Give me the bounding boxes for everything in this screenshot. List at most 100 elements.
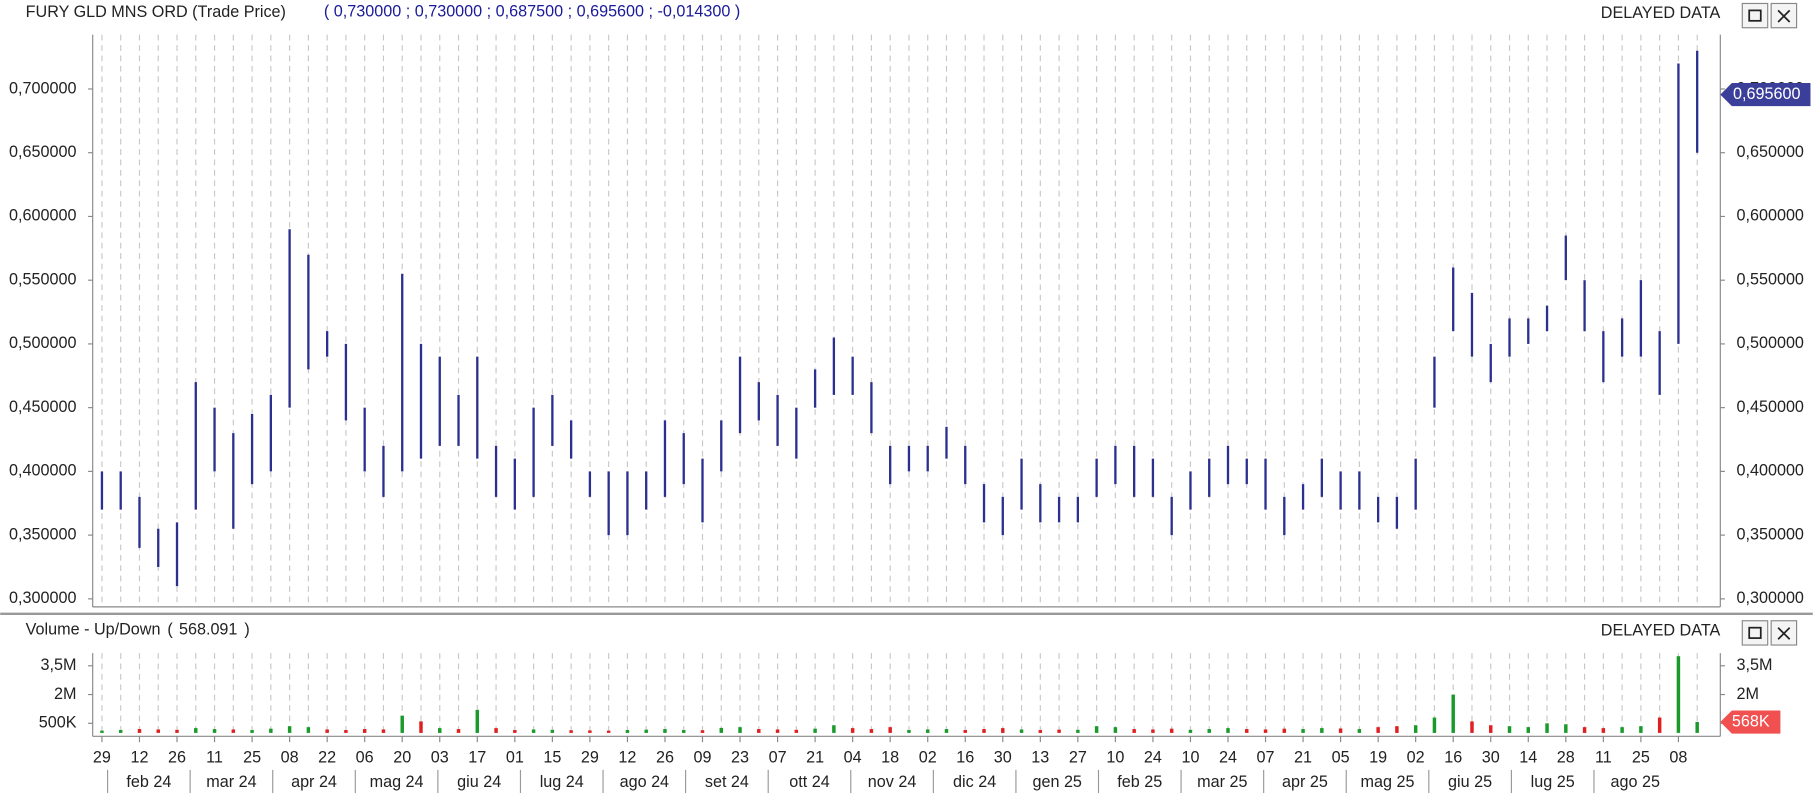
volume-bar [1507,726,1512,733]
status: DELAYED DATA [1601,621,1721,639]
volume-bar [1132,729,1136,733]
volume-bar [1564,724,1568,733]
volume-bar [1601,728,1606,733]
x-month-label: mar 24 [206,773,256,791]
x-day-label: 25 [243,749,261,767]
x-day-label: 10 [1106,749,1124,767]
volume-bar [1338,728,1343,733]
y-tick-label: 0,400000 [9,462,76,480]
volume-last-close: ) [244,620,249,638]
maximize-icon [1748,626,1762,639]
volume-bar [137,729,142,733]
x-day-label: 30 [1482,749,1500,767]
x-month-label: lug 25 [1531,773,1575,791]
x-month-label: lug 24 [540,773,584,791]
volume-bar [700,730,705,733]
volume-bar [1395,726,1399,733]
x-day-label: 29 [581,749,599,767]
x-day-label: 23 [731,749,749,767]
volume-bar [1695,722,1699,733]
volume-bar [1019,729,1024,733]
volume-bar [269,728,273,733]
y-tick-label: 0,450000 [9,398,76,416]
y-tick-label: 0,650000 [1736,143,1803,161]
volume-bar [550,729,555,733]
quote-value: 0,730000 [334,3,401,21]
volume-bar [1282,728,1287,733]
last-volume-tag [1720,710,1781,734]
y-tick-label: 0,400000 [1736,462,1803,480]
volume-bar [494,728,498,733]
x-day-label: 12 [130,749,148,767]
x-day-label: 25 [1632,749,1650,767]
y-tick-label: 0,600000 [9,207,76,225]
volume-bar [1113,727,1118,733]
x-day-label: 22 [318,749,336,767]
x-day-label: 21 [806,749,824,767]
volume-bar [438,728,442,733]
x-day-label: 15 [543,749,561,767]
x-day-label: 18 [881,749,899,767]
y-tick-label: 0,500000 [9,334,76,352]
x-day-label: 11 [1595,749,1612,767]
x-day-label: 12 [618,749,636,767]
last-price-tag [1720,83,1811,107]
last-price-label: 0,695600 [1733,85,1800,103]
x-month-label: dic 24 [953,773,996,791]
volume-bar [419,721,423,733]
y-tick-label: 0,300000 [9,589,76,607]
last-volume-label: 568K [1732,712,1770,730]
volume-bar [194,728,198,733]
separator: ; [482,3,495,21]
x-month-label: apr 24 [291,773,337,791]
volume-bar [569,730,573,733]
volume-bar [212,729,217,733]
maximize-button[interactable] [1741,2,1769,29]
volume-bar [1151,729,1155,733]
volume-title: Volume - Up/Down [26,620,161,638]
volume-bar [1301,729,1305,733]
window-buttons[interactable] [1741,2,1798,646]
volume-bar [325,729,329,733]
x-day-label: 11 [206,749,223,767]
volume-bar [1470,721,1474,733]
volume-bar [513,730,517,733]
quote-value: 0,695600 [577,3,644,21]
volume-bar [250,730,254,733]
x-day-label: 02 [1407,749,1425,767]
maximize-button[interactable] [1741,620,1769,646]
volume-bar [588,730,592,733]
volume-bar [1620,727,1624,733]
volume-bar [850,728,855,733]
x-month-label: mag 25 [1361,773,1415,791]
volume-bar [606,730,611,733]
volume-bar [963,730,967,733]
volume-bar [982,729,986,733]
separator: ) [730,3,740,21]
volume-bar [1545,723,1549,733]
separator: ; [401,3,414,21]
y-tick-label: 0,300000 [1736,589,1803,607]
x-day-label: 19 [1369,749,1387,767]
y-tick-label: 500K [39,714,77,732]
x-month-label: apr 25 [1282,773,1328,791]
x-day-label: 01 [506,749,524,767]
x-day-label: 03 [431,749,449,767]
x-month-label: mag 24 [370,773,424,791]
x-day-label: 16 [1444,749,1462,767]
quote: ( 0,730000 ; 0,730000 ; 0,687500 ; 0,695… [324,3,740,21]
quote-value: 0,730000 [415,3,482,21]
x-month-label: feb 25 [1117,773,1162,791]
volume-bar [1676,656,1681,733]
x-day-label: 21 [1294,749,1312,767]
volume-bar [925,729,930,733]
x-month-label: feb 24 [126,773,171,791]
y-tick-label: 3,5M [41,656,77,674]
x-day-label: 13 [1031,749,1049,767]
volume-bar [156,729,160,733]
x-day-label: 28 [1557,749,1575,767]
x-month-label: set 24 [705,773,749,791]
